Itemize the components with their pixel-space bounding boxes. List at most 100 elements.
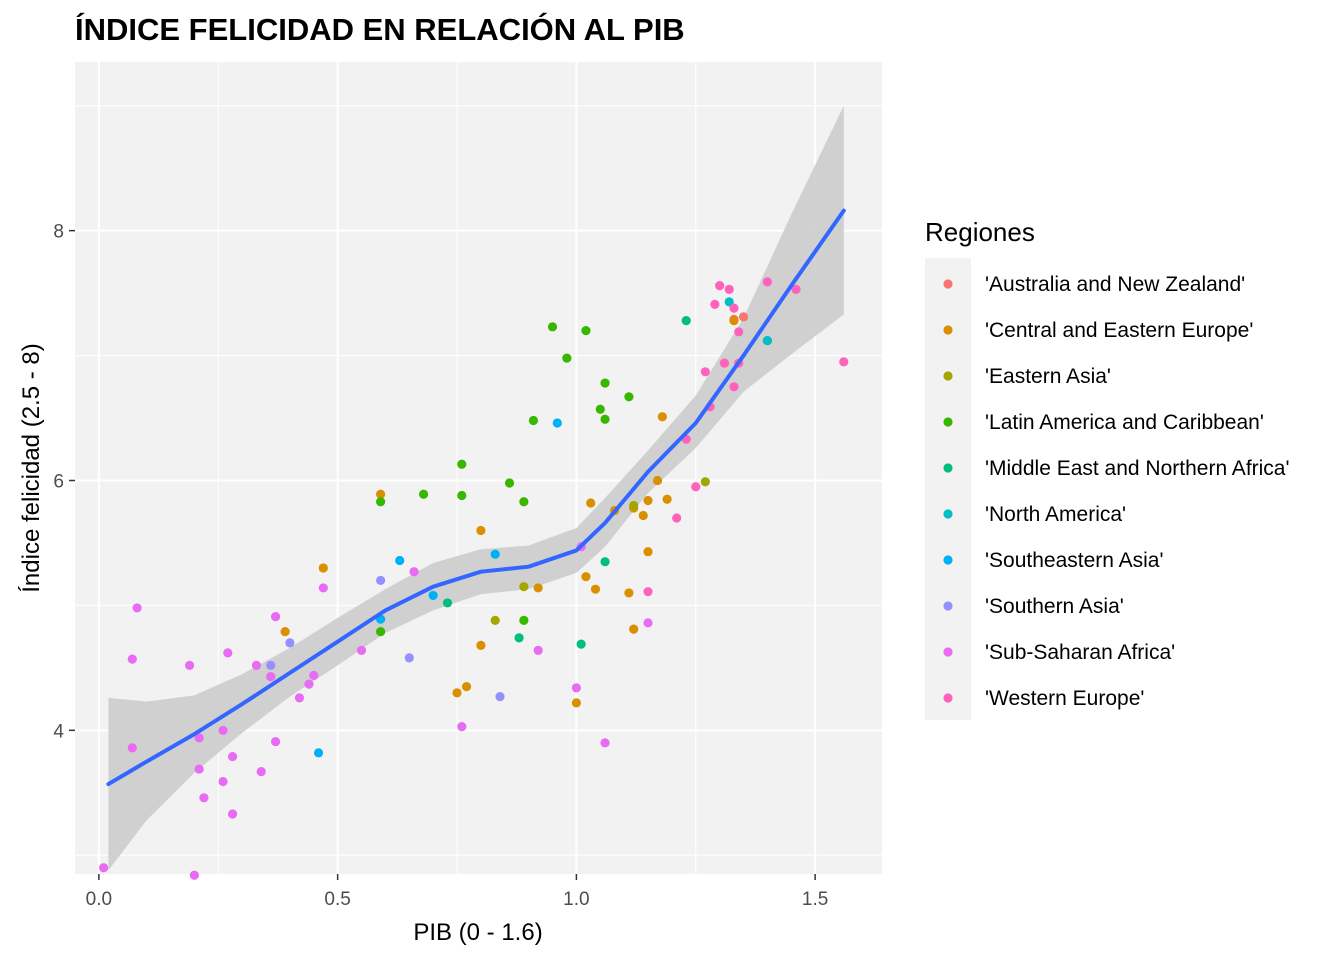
data-point <box>189 870 199 880</box>
data-point <box>519 497 529 507</box>
data-point <box>571 698 581 708</box>
data-point <box>266 660 276 670</box>
data-point <box>409 567 419 577</box>
data-point <box>227 751 238 762</box>
data-point <box>218 776 228 787</box>
legend-label: 'Western Europe' <box>985 687 1144 710</box>
data-point <box>457 721 467 732</box>
legend-label: 'Sub-Saharan Africa' <box>985 641 1175 664</box>
data-point <box>652 475 663 486</box>
data-point <box>266 672 276 682</box>
data-point <box>318 583 328 593</box>
data-point <box>719 358 730 368</box>
data-point <box>452 688 462 698</box>
data-point <box>376 497 386 507</box>
data-point <box>724 284 734 294</box>
data-point <box>313 748 324 758</box>
data-point <box>629 500 639 511</box>
legend-key <box>943 371 953 381</box>
data-point <box>581 325 591 336</box>
x-tick-label: 1.5 <box>802 889 828 910</box>
data-point <box>519 615 529 626</box>
data-point <box>643 587 653 597</box>
data-point <box>528 415 539 426</box>
data-point <box>395 555 405 566</box>
data-point <box>251 660 262 670</box>
legend-entries: 'Australia and New Zealand' 'Central and … <box>943 273 1290 710</box>
data-point <box>194 733 204 743</box>
data-point <box>256 766 266 777</box>
x-axis: 0.0 0.5 1.0 1.5 <box>86 874 828 910</box>
legend-label: 'Middle East and Northern Africa' <box>985 457 1290 480</box>
legend-key <box>943 417 953 427</box>
legend-label: 'Eastern Asia' <box>985 365 1111 388</box>
data-point <box>309 670 319 680</box>
data-point <box>519 582 529 592</box>
y-axis-title: Índice felicidad (2.5 - 8) <box>18 343 45 592</box>
data-point <box>710 299 720 309</box>
data-point <box>662 494 672 504</box>
x-tick-label: 0.5 <box>324 889 350 910</box>
data-point <box>681 315 691 326</box>
data-point <box>581 572 591 582</box>
y-tick-label: 4 <box>53 721 64 742</box>
data-point <box>638 510 648 521</box>
data-point <box>672 513 682 523</box>
legend-key <box>943 693 953 703</box>
data-point <box>629 624 639 634</box>
data-point <box>457 490 467 501</box>
data-point <box>270 736 281 747</box>
data-point <box>700 477 710 487</box>
data-point <box>738 312 749 322</box>
data-point <box>600 378 610 388</box>
data-point <box>624 588 634 598</box>
data-point <box>547 322 558 332</box>
legend-label: 'Southeastern Asia' <box>985 549 1163 572</box>
data-point <box>643 495 653 506</box>
data-point <box>194 764 204 774</box>
data-point <box>643 618 653 628</box>
data-point <box>715 281 725 291</box>
data-point <box>533 645 543 655</box>
data-point <box>571 683 581 693</box>
smooth-line <box>106 208 846 787</box>
data-point <box>657 412 667 422</box>
data-point <box>132 603 142 613</box>
confidence-ribbon <box>108 105 844 871</box>
data-point <box>476 640 486 650</box>
data-point <box>590 584 601 594</box>
data-point <box>227 809 238 819</box>
data-point <box>514 633 524 643</box>
data-point <box>533 583 543 593</box>
data-point <box>223 648 233 658</box>
data-point <box>791 284 801 294</box>
legend-key <box>943 555 953 565</box>
legend-label: 'Australia and New Zealand' <box>985 273 1245 296</box>
legend-label: 'Central and Eastern Europe' <box>985 319 1253 342</box>
data-point <box>356 645 367 655</box>
data-point <box>624 392 634 402</box>
legend-key <box>943 463 953 473</box>
data-point <box>691 482 701 492</box>
data-point <box>461 682 472 692</box>
data-point <box>270 612 281 622</box>
data-point <box>562 353 572 363</box>
data-point <box>734 327 744 337</box>
legend-label: 'Southern Asia' <box>985 595 1124 618</box>
y-tick-label: 6 <box>53 471 64 492</box>
y-axis: 4 6 8 <box>53 222 75 742</box>
data-point <box>428 590 438 601</box>
legend-key <box>943 325 953 335</box>
data-point <box>376 575 386 586</box>
data-point <box>457 459 467 469</box>
data-point <box>839 357 849 367</box>
x-tick-label: 1.0 <box>563 889 589 910</box>
data-point <box>600 414 610 424</box>
data-point <box>762 277 772 287</box>
data-point <box>762 335 772 346</box>
data-point <box>600 738 610 748</box>
data-point <box>490 549 500 559</box>
x-tick-label: 0.0 <box>86 889 112 910</box>
legend-title: Regiones <box>925 217 1035 247</box>
data-point <box>729 303 739 313</box>
